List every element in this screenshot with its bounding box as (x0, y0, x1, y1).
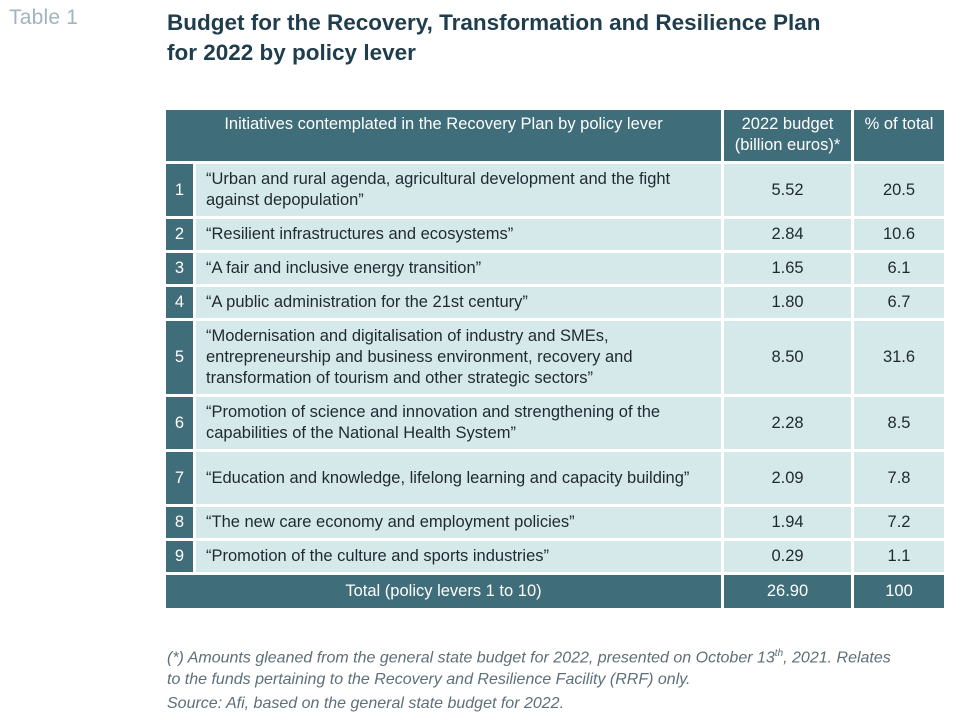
footnote: (*) Amounts gleaned from the general sta… (167, 643, 969, 691)
table-row: 9 “Promotion of the culture and sports i… (166, 541, 945, 575)
row-budget: 2.84 (724, 219, 855, 253)
header-budget: 2022 budget (billion euros)* (724, 110, 855, 164)
title-line-1: Budget for the Recovery, Transformation … (167, 10, 821, 35)
row-description: “Promotion of the culture and sports ind… (196, 541, 725, 575)
row-budget: 2.28 (724, 397, 855, 452)
source-note: Source: Afi, based on the general state … (167, 695, 565, 712)
row-number: 9 (166, 541, 196, 575)
footnote-line-2: to the funds pertaining to the Recovery … (167, 671, 691, 689)
page-title: Budget for the Recovery, Transformation … (167, 8, 957, 68)
row-pct: 8.5 (854, 397, 945, 452)
total-label: Total (policy levers 1 to 10) (166, 575, 725, 608)
row-description: “The new care economy and employment pol… (196, 507, 725, 541)
total-row: Total (policy levers 1 to 10) 26.90 100 (166, 575, 945, 608)
row-description: “A public administration for the 21st ce… (196, 287, 725, 321)
row-budget: 8.50 (724, 321, 855, 397)
row-number: 2 (166, 219, 196, 253)
table-row: 2 “Resilient infrastructures and ecosyst… (166, 219, 945, 253)
total-budget: 26.90 (724, 575, 855, 608)
row-pct: 31.6 (854, 321, 945, 397)
table-label: Table 1 (9, 6, 79, 29)
row-number: 1 (166, 164, 196, 219)
table-row: 7 “Education and knowledge, lifelong lea… (166, 452, 945, 507)
row-budget: 0.29 (724, 541, 855, 575)
row-number: 8 (166, 507, 196, 541)
header-budget-line-2: (billion euros)* (734, 136, 841, 154)
row-pct: 20.5 (854, 164, 945, 219)
table-row: 1 “Urban and rural agenda, agricultural … (166, 164, 945, 219)
footnote-part-2: , 2021. Relates (783, 649, 891, 667)
row-number: 5 (166, 321, 196, 397)
row-pct: 6.7 (854, 287, 945, 321)
header-initiatives: Initiatives contemplated in the Recovery… (166, 110, 725, 164)
row-pct: 6.1 (854, 253, 945, 287)
row-description: “Resilient infrastructures and ecosystem… (196, 219, 725, 253)
row-budget: 2.09 (724, 452, 855, 507)
row-description: “Urban and rural agenda, agricultural de… (196, 164, 725, 219)
title-line-2: for 2022 by policy lever (167, 40, 416, 65)
row-description: “Promotion of science and innovation and… (196, 397, 725, 452)
footnote-part-1: (*) Amounts gleaned from the general sta… (167, 649, 775, 667)
row-pct: 10.6 (854, 219, 945, 253)
row-budget: 1.80 (724, 287, 855, 321)
row-budget: 1.94 (724, 507, 855, 541)
row-number: 7 (166, 452, 196, 507)
row-number: 6 (166, 397, 196, 452)
row-description: “Education and knowledge, lifelong learn… (196, 452, 725, 507)
table-row: 6 “Promotion of science and innovation a… (166, 397, 945, 452)
budget-table: Initiatives contemplated in the Recovery… (166, 110, 945, 608)
footnote-superscript: th (774, 648, 784, 659)
row-description: “Modernisation and digitalisation of ind… (196, 321, 725, 397)
table-row: 4 “A public administration for the 21st … (166, 287, 945, 321)
row-pct: 1.1 (854, 541, 945, 575)
row-pct: 7.2 (854, 507, 945, 541)
header-budget-line-1: 2022 budget (741, 115, 834, 133)
header-pct: % of total (854, 110, 945, 164)
row-budget: 5.52 (724, 164, 855, 219)
row-number: 3 (166, 253, 196, 287)
total-pct: 100 (854, 575, 945, 608)
table-header-row: Initiatives contemplated in the Recovery… (166, 110, 945, 164)
row-description: “A fair and inclusive energy transition” (196, 253, 725, 287)
row-number: 4 (166, 287, 196, 321)
table-row: 5 “Modernisation and digitalisation of i… (166, 321, 945, 397)
row-budget: 1.65 (724, 253, 855, 287)
table-row: 8 “The new care economy and employment p… (166, 507, 945, 541)
row-pct: 7.8 (854, 452, 945, 507)
table-row: 3 “A fair and inclusive energy transitio… (166, 253, 945, 287)
